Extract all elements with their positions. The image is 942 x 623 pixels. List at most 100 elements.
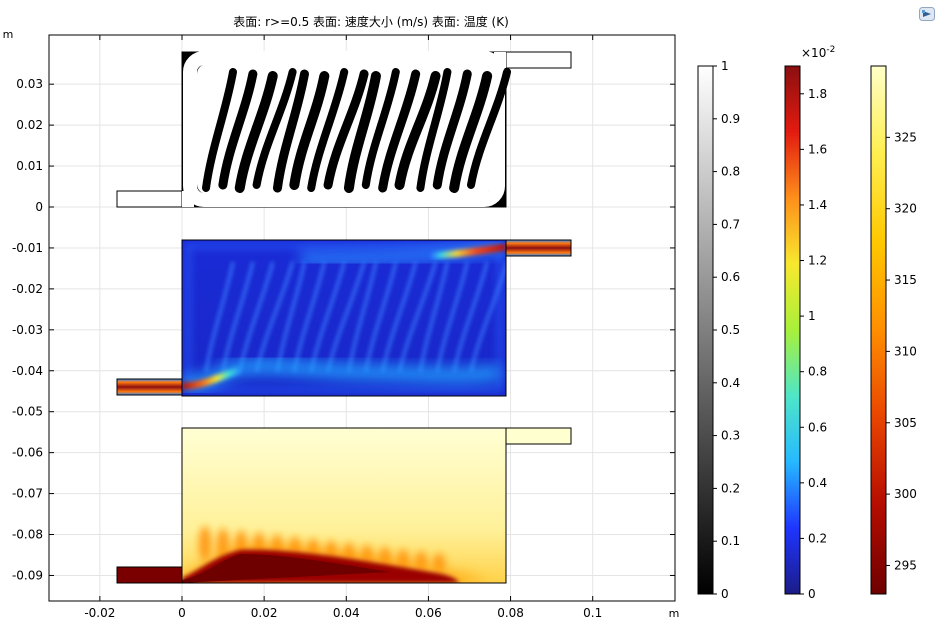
comsol-logo-icon[interactable] (919, 7, 935, 21)
colorbar-tick-label: 1 (721, 59, 729, 73)
colorbar-gray (697, 65, 714, 595)
colorbar-tick-label: 305 (894, 416, 917, 430)
y-tick-label: -0.03 (12, 323, 43, 337)
colorbar-tick-label: 0.8 (721, 165, 740, 179)
chart-title: 表面: r>=0.5 表面: 速度大小 (m/s) 表面: 温度 (K) (233, 15, 509, 29)
colorbar-thermal (870, 65, 887, 595)
colorbar-tick-label: 1.6 (808, 142, 827, 156)
binary-channel (307, 68, 349, 192)
colorbar-rainbow (784, 65, 801, 595)
binary-channel (343, 71, 381, 193)
colorbar-tick-label: 315 (894, 273, 917, 287)
binary-outlet (505, 51, 572, 69)
colorbar-tick-label: 1 (808, 309, 816, 323)
velocity-channel (309, 261, 346, 373)
temperature-outlet (505, 427, 572, 445)
y-tick-label: -0.01 (12, 241, 43, 255)
colorbar-tick-label: 0.2 (721, 481, 740, 495)
y-tick-label: -0.09 (12, 568, 43, 582)
colorbar-tick-label: 0.6 (808, 420, 827, 434)
binary-channel (289, 71, 330, 190)
binary-channel (218, 69, 258, 190)
colorbar-tick-label: 1.2 (808, 254, 827, 268)
colorbar-tick-label: 0.1 (721, 534, 740, 548)
y-tick-label: -0.04 (12, 364, 43, 378)
colorbar-tick-label: 0.4 (808, 476, 827, 490)
velocity-channel (221, 261, 255, 373)
colorbar-tick-label: 1.4 (808, 198, 827, 212)
binary-channel (378, 69, 421, 193)
binary-channel (432, 69, 472, 190)
colorbar-tick-label: 320 (894, 202, 917, 216)
binary-channel (252, 68, 297, 189)
colorbar-tick-label: 0.2 (808, 531, 827, 545)
y-tick-label: 0.03 (16, 77, 43, 91)
colorbar-exponent-label: ×10-2 (801, 45, 835, 60)
colorbar-tick-label: 0 (721, 587, 729, 601)
x-tick-label: 0.04 (333, 606, 360, 620)
x-tick-label: 0 (178, 606, 186, 620)
colorbar-tick-label: 300 (894, 487, 917, 501)
y-tick-label: -0.06 (12, 446, 43, 460)
colorbar-tick-label: 0.9 (721, 112, 740, 126)
colorbar-tick-label: 295 (894, 558, 917, 572)
velocity-outlet (505, 239, 572, 257)
colorbars: 0 0.1 0.2 0.3 0.4 0.5 0.6 0.7 0.8 0.9 1 0 0.2 0.4 0.6 0… (697, 45, 917, 601)
colorbar-tick-label: 0 (808, 587, 816, 601)
binary-inlet (116, 190, 183, 208)
binary-channel (416, 68, 452, 192)
binary-channel (234, 71, 278, 193)
binary-outlet-gap (494, 52, 506, 68)
binary-channel (323, 69, 369, 190)
y-axis-unit: m (3, 28, 14, 41)
colorbar-tick-label: 0.4 (721, 376, 740, 390)
binary-frame-band (183, 51, 505, 207)
colorbar-tick-label: 0.6 (721, 270, 740, 284)
velocity-channel (452, 261, 489, 373)
plot-frame (48, 34, 676, 602)
velocity-channel (418, 261, 449, 373)
binary-channel (272, 69, 309, 193)
temperature-inlet (116, 566, 183, 584)
colorbar-tick-label: 310 (894, 344, 917, 358)
axis-ticks: -0.02 0 0.02 0.04 0.06 0.08 0.1 0.03 0.02 0.01 0 -0… (3, 28, 680, 620)
temperature-finger (199, 526, 211, 562)
y-tick-label: -0.07 (12, 487, 43, 501)
temperature-finger (433, 553, 445, 574)
binary-channel (449, 71, 493, 193)
x-tick-label: 0.02 (251, 606, 278, 620)
x-axis-unit: m (669, 607, 680, 620)
colorbar-tick-label: 1.8 (808, 87, 827, 101)
velocity-channel (326, 261, 366, 373)
x-tick-label: 0.08 (497, 606, 524, 620)
x-tick-label: 0.06 (415, 606, 442, 620)
x-tick-label: 0.1 (583, 606, 602, 620)
colorbar-tick-label: 325 (894, 130, 917, 144)
velocity-channel (347, 261, 378, 373)
y-tick-label: 0.02 (16, 118, 43, 132)
binary-channel (361, 68, 400, 189)
colorbar-tick-label: 0.8 (808, 365, 827, 379)
velocity-channel (204, 261, 235, 373)
velocity-panel (116, 239, 572, 397)
y-tick-label: -0.02 (12, 282, 43, 296)
velocity-channel (469, 261, 506, 373)
x-tick-label: -0.02 (84, 606, 115, 620)
temperature-panel (116, 427, 572, 584)
colorbar-tick-label: 0.5 (721, 323, 740, 337)
y-tick-label: 0.01 (16, 159, 43, 173)
binary-inlet-gap (182, 191, 194, 207)
binary-channel (394, 71, 441, 190)
velocity-channel (364, 261, 398, 373)
velocity-channel (381, 261, 418, 373)
colorbar-tick-label: 0.3 (721, 429, 740, 443)
velocity-inlet (116, 378, 183, 396)
y-tick-label: -0.08 (12, 528, 43, 542)
velocity-channel (398, 261, 437, 373)
binary-panel (116, 51, 572, 208)
velocity-channel (435, 261, 469, 373)
binary-channel (467, 68, 511, 189)
y-tick-label: -0.05 (12, 405, 43, 419)
colorbar-tick-label: 0.7 (721, 217, 740, 231)
